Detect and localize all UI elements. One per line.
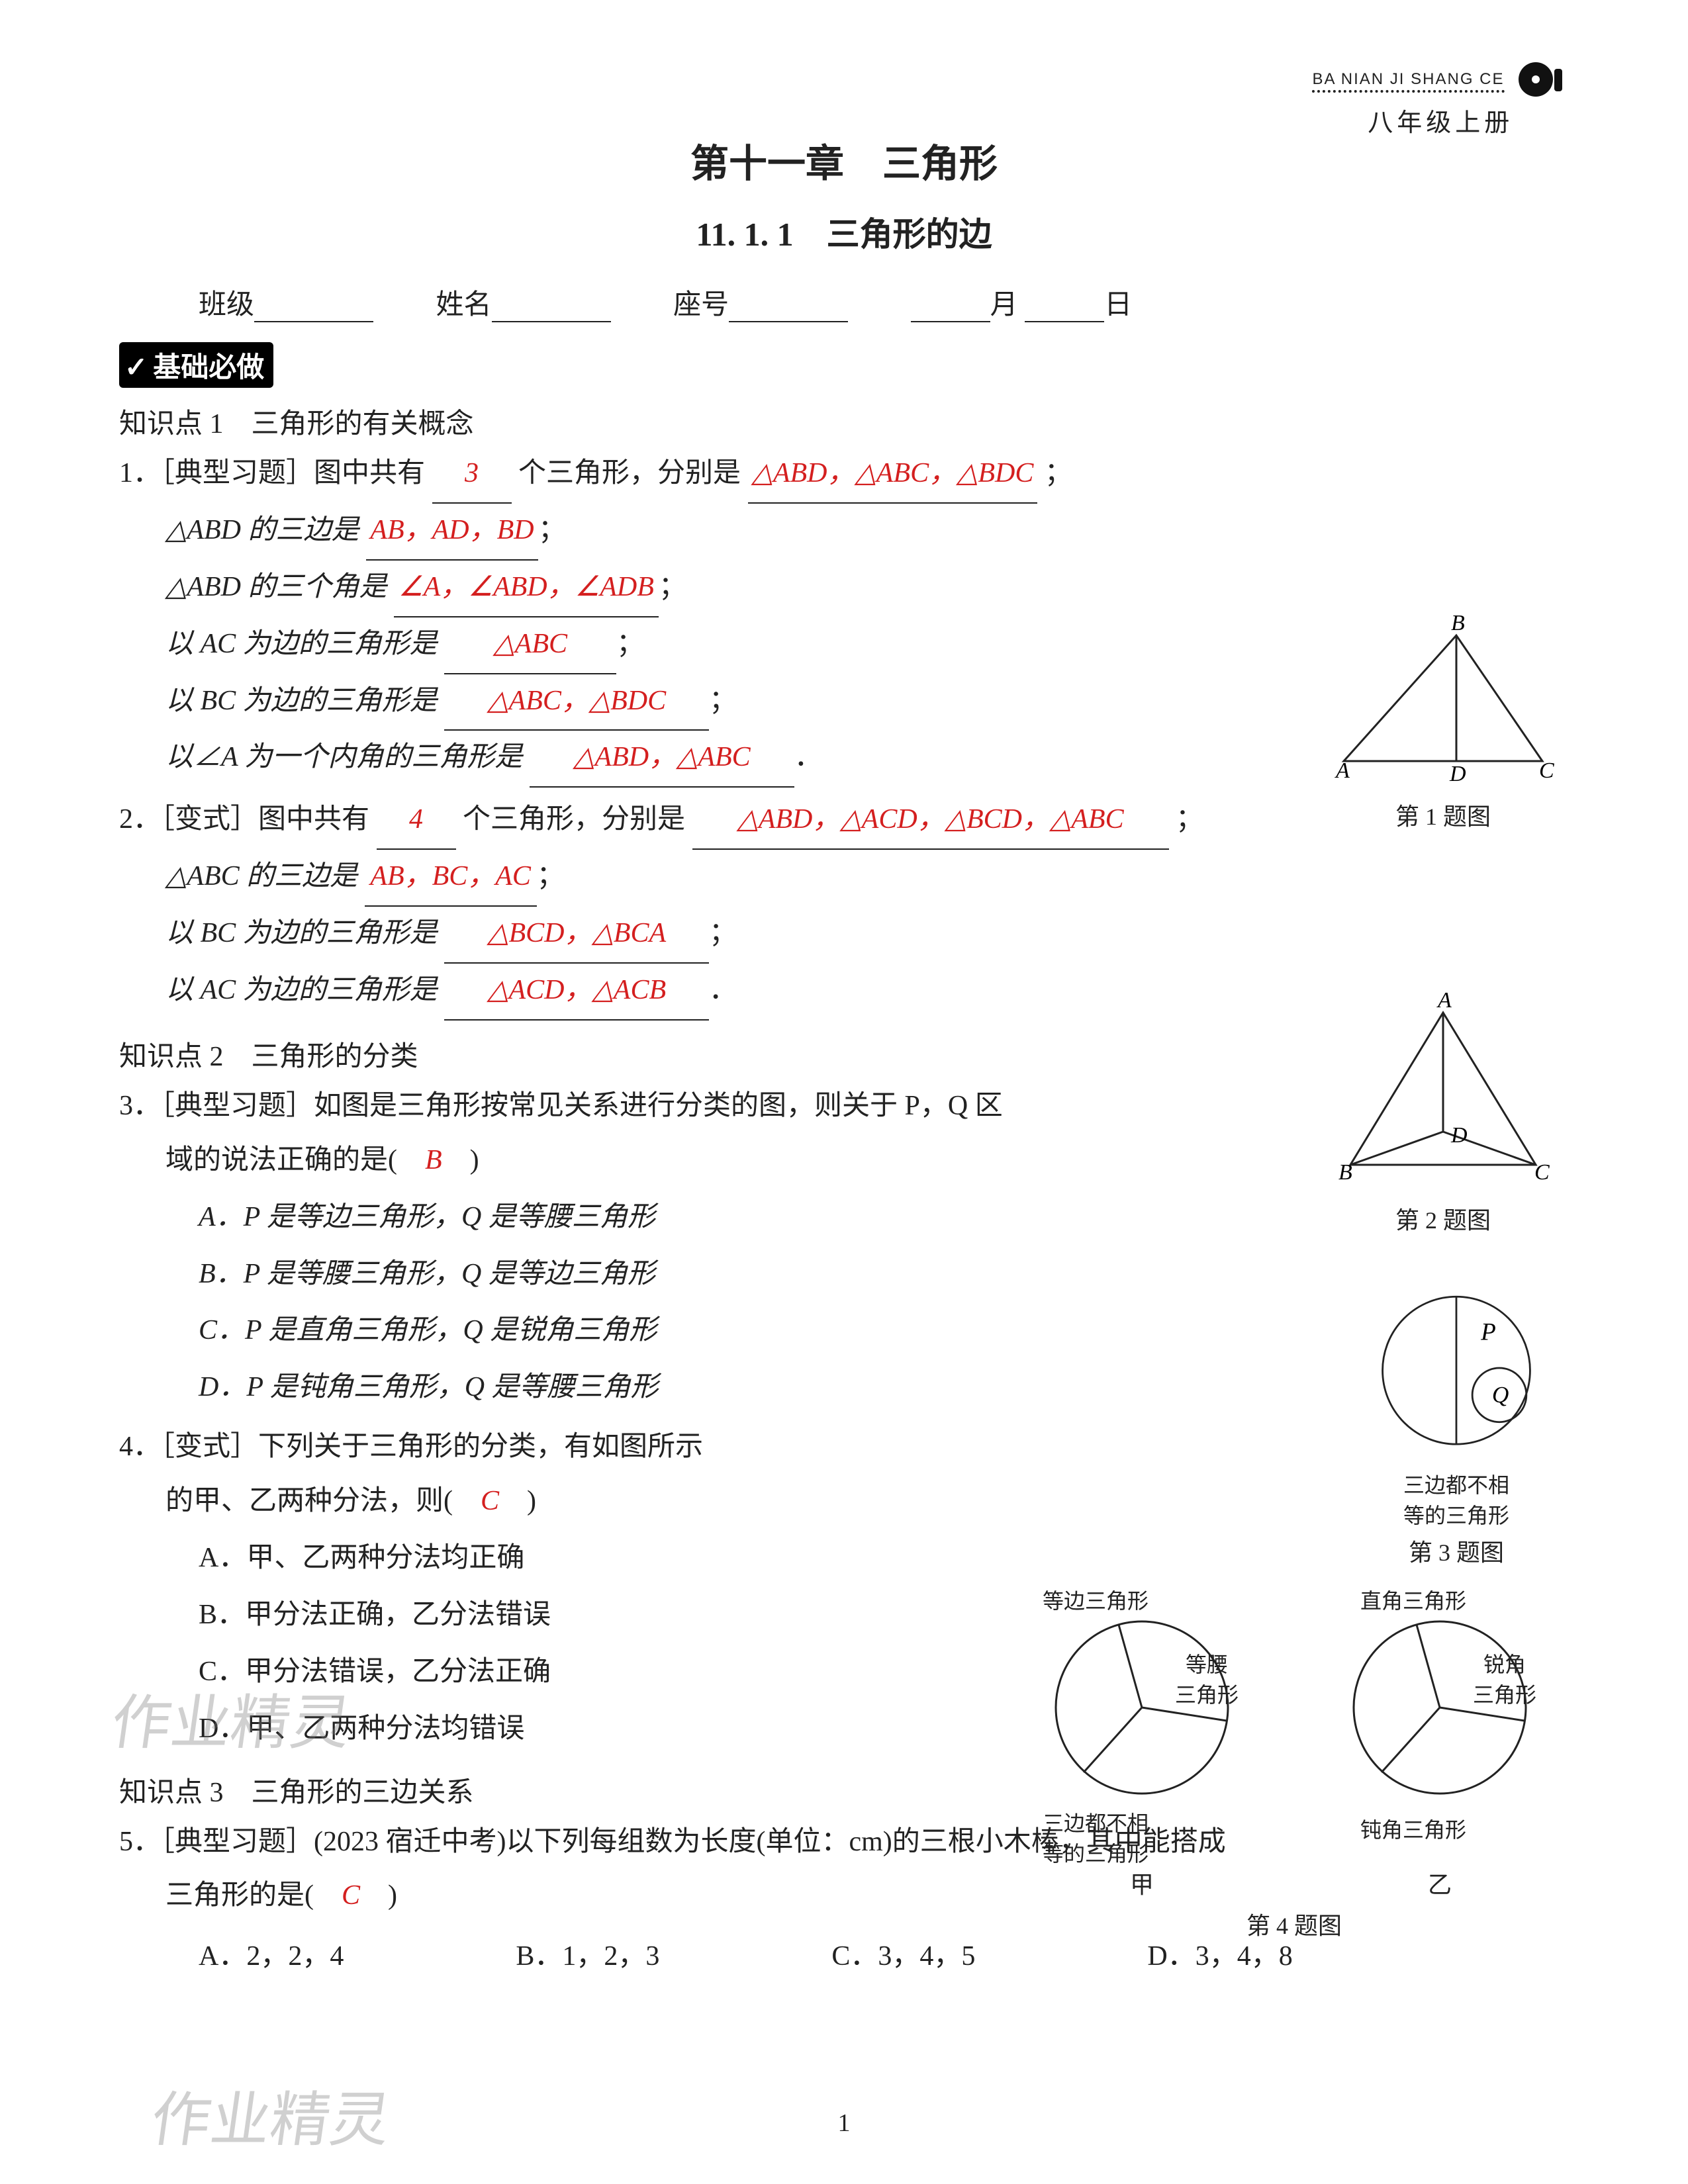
- day-label: 日: [1104, 290, 1132, 320]
- class-label: 班级: [199, 290, 254, 320]
- q3-A: A．P 是等边三角形，Q 是等腰三角形: [199, 1191, 1569, 1245]
- header-pinyin: BA NIAN JI SHANG CE: [1312, 70, 1504, 93]
- q1-l3a: △ABD 的三个角是: [165, 572, 387, 602]
- book-header: BA NIAN JI SHANG CE 八年级上册: [1312, 60, 1569, 138]
- fig1-svg: A B C D: [1324, 615, 1562, 788]
- q3-l2b: ): [442, 1145, 479, 1175]
- q1-tail1: ；: [1045, 458, 1072, 488]
- q1-l6a: 以∠A 为一个内角的三角形是: [165, 742, 522, 772]
- q2-ans2: △ABD，△ACD，△BCD，△ABC: [692, 793, 1169, 850]
- q2-l4a: 以 AC 为边的三角形是: [165, 975, 438, 1005]
- q2-prefix: 2．［变式］图中共有: [119, 804, 369, 835]
- fig4-right-top: 直角三角形: [1360, 1584, 1466, 1615]
- day-blank[interactable]: [1025, 295, 1104, 322]
- q5-ans: C: [342, 1880, 360, 1911]
- q2-l2: △ABC 的三边是 AB，BC，AC；: [119, 850, 1569, 907]
- q2-line1: 2．［变式］图中共有 4 个三角形，分别是 △ABD，△ACD，△BCD，△AB…: [119, 804, 1203, 835]
- q5-A: A．2，2，4: [199, 1930, 344, 1984]
- name-blank[interactable]: [492, 295, 611, 322]
- q4-A: A．甲、乙两种分法均正确: [199, 1531, 1569, 1586]
- fig1-B: B: [1451, 615, 1465, 635]
- q1-l5a: 以 BC 为边的三角形是: [165, 686, 438, 716]
- fig1-C: C: [1539, 758, 1554, 783]
- watermark2: 作业精灵: [146, 2071, 397, 2158]
- q5: 5．［典型习题］(2023 宿迁中考)以下列每组数为长度(单位：cm)的三根小木…: [119, 1815, 1569, 1985]
- q5-D: D．3，4，8: [1147, 1930, 1292, 1984]
- seat-blank[interactable]: [729, 295, 848, 322]
- seat-label: 座号: [673, 290, 729, 320]
- fig4-left-right: 等腰 三角形: [1175, 1648, 1239, 1709]
- q4-line2: 的甲、乙两种分法，则( C ): [119, 1475, 1569, 1529]
- q2-l2a: △ABC 的三边是: [165, 861, 357, 891]
- q1-l4a: 以 AC 为边的三角形是: [165, 629, 438, 659]
- q1-prefix: 1．［典型习题］图中共有: [119, 458, 425, 488]
- q4-ans: C: [481, 1486, 499, 1516]
- q1-l5ans: △ABC，△BDC: [444, 674, 709, 731]
- q1-line1: 1．［典型习题］图中共有 3 个三角形，分别是 △ABD，△ABC，△BDC ；: [119, 447, 1072, 504]
- check-icon: ✓: [124, 353, 148, 383]
- q2-tail1: ；: [1176, 804, 1203, 835]
- q2-l3: 以 BC 为边的三角形是 △BCD，△BCA；: [119, 907, 1569, 964]
- svg-text:P: P: [1480, 1318, 1496, 1345]
- badge-text: 基础必做: [153, 353, 264, 383]
- q2-l3a: 以 BC 为边的三角形是: [165, 918, 438, 948]
- q1-l6ans: △ABD，△ABC: [530, 731, 794, 788]
- chapter-title: 第十一章 三角形: [119, 132, 1569, 188]
- q5-line1: 5．［典型习题］(2023 宿迁中考)以下列每组数为长度(单位：cm)的三根小木…: [119, 1815, 1569, 1870]
- fig4-left-top: 等边三角形: [1043, 1584, 1149, 1615]
- section-title: 11. 1. 1 三角形的边: [119, 208, 1569, 255]
- q3-l2a: 域的说法正确的是(: [165, 1145, 425, 1175]
- q2-l3ans: △BCD，△BCA: [444, 907, 709, 964]
- q1-l2ans: AB，AD，BD: [366, 504, 538, 561]
- fig1-A: A: [1335, 758, 1350, 783]
- name-label: 姓名: [436, 290, 492, 320]
- q1-l2: △ABD 的三边是 AB，AD，BD；: [119, 504, 1569, 561]
- page-number: 1: [838, 2109, 851, 2138]
- disc-icon: [1516, 60, 1569, 99]
- q5-l2a: 三角形的是(: [165, 1880, 342, 1911]
- svg-text:Q: Q: [1492, 1382, 1509, 1408]
- q4-l2b: ): [499, 1486, 536, 1516]
- svg-text:A: A: [1436, 993, 1452, 1013]
- q2-mid1: 个三角形，分别是: [463, 804, 685, 835]
- header-cn: 八年级上册: [1312, 102, 1569, 138]
- q1-ans1: 3: [432, 447, 512, 504]
- q3-line2: 域的说法正确的是( B ): [119, 1134, 1569, 1188]
- q2-l4ans: △ACD，△ACB: [444, 964, 709, 1021]
- q2: 2．［变式］图中共有 4 个三角形，分别是 △ABD，△ACD，△BCD，△AB…: [119, 793, 1569, 1021]
- class-blank[interactable]: [254, 295, 373, 322]
- q4-line1: 4．［变式］下列关于三角形的分类，有如图所示: [119, 1420, 1569, 1475]
- q5-line2: 三角形的是( C ): [119, 1869, 1569, 1923]
- q1-l4ans: △ABC: [444, 617, 616, 674]
- q1-ans2: △ABD，△ABC，△BDC: [748, 447, 1038, 504]
- kp1: 知识点 1 三角形的有关概念: [119, 401, 1569, 441]
- month-label: 月: [990, 290, 1018, 320]
- q5-B: B．1，2，3: [516, 1930, 659, 1984]
- fig1-D: D: [1449, 762, 1466, 786]
- q1-l3ans: ∠A，∠ABD，∠ADB: [394, 561, 659, 617]
- q4-l2a: 的甲、乙两种分法，则(: [165, 1486, 481, 1516]
- section-badge: ✓基础必做: [119, 342, 273, 388]
- q1-mid1: 个三角形，分别是: [518, 458, 741, 488]
- q5-l2b: ): [360, 1880, 397, 1911]
- q1-l3: △ABD 的三个角是 ∠A，∠ABD，∠ADB；: [119, 561, 1569, 617]
- q2-l2ans: AB，BC，AC: [365, 850, 537, 907]
- q3-ans: B: [425, 1145, 442, 1175]
- q1-l2a: △ABD 的三边是: [165, 515, 359, 545]
- month-blank[interactable]: [911, 295, 990, 322]
- fig4-right-right: 锐角 三角形: [1473, 1648, 1536, 1709]
- q5-C: C．3，4，5: [831, 1930, 975, 1984]
- q3-line1: 3．［典型习题］如图是三角形按常见关系进行分类的图，则关于 P，Q 区: [119, 1079, 1569, 1134]
- q5-options: A．2，2，4 B．1，2，3 C．3，4，5 D．3，4，8: [119, 1930, 1569, 1984]
- info-line: 班级 姓名 座号 月 日: [119, 282, 1569, 322]
- q2-ans1: 4: [377, 793, 456, 850]
